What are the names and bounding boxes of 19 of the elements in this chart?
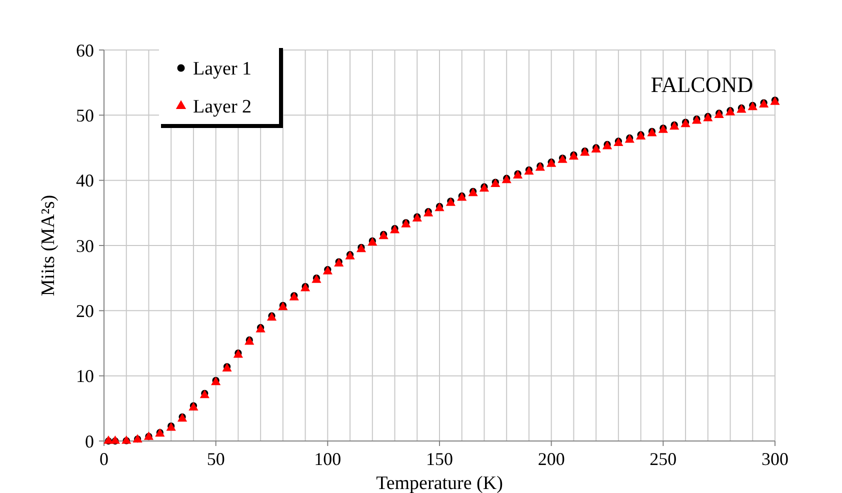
y-tick-label: 10 bbox=[76, 366, 94, 386]
y-tick-label: 60 bbox=[76, 40, 94, 60]
y-tick-label: 50 bbox=[76, 105, 94, 126]
x-tick-label: 300 bbox=[762, 449, 788, 469]
x-tick-label: 0 bbox=[100, 449, 108, 469]
y-tick-label: 40 bbox=[76, 170, 94, 191]
x-axis-title: Temperature (K) bbox=[376, 473, 503, 493]
y-tick-label: 30 bbox=[76, 236, 94, 256]
x-tick-label: 200 bbox=[538, 449, 565, 469]
y-tick-label: 0 bbox=[85, 431, 94, 452]
x-tick-label: 250 bbox=[650, 449, 677, 469]
legend-label: Layer 2 bbox=[193, 96, 252, 118]
annotation: FALCOND bbox=[650, 72, 753, 97]
y-tick-label: 20 bbox=[76, 300, 94, 321]
x-tick-label: 150 bbox=[426, 449, 453, 469]
x-tick-label: 50 bbox=[206, 449, 225, 469]
legend-label: Layer 1 bbox=[193, 58, 252, 80]
y-axis-title: Miits (MA²s) bbox=[38, 194, 59, 296]
x-tick-label: 100 bbox=[314, 449, 342, 469]
